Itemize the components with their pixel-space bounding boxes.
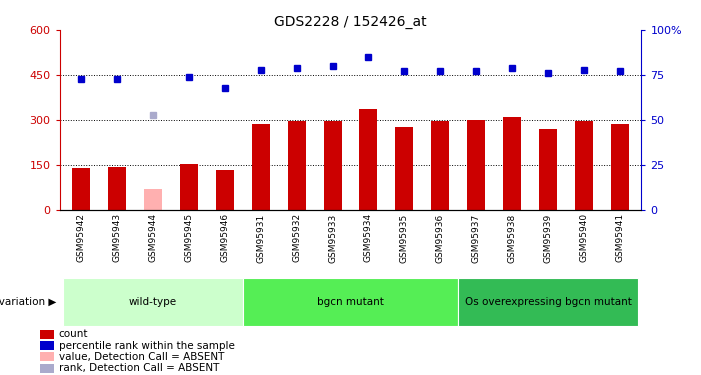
Text: GSM95937: GSM95937 — [472, 213, 481, 262]
Bar — [611, 124, 629, 210]
Bar — [287, 122, 306, 210]
Text: GSM95946: GSM95946 — [220, 213, 229, 262]
Bar — [72, 168, 90, 210]
Text: GSM95942: GSM95942 — [76, 213, 86, 262]
Text: bgcn mutant: bgcn mutant — [317, 297, 384, 307]
Bar — [395, 128, 414, 210]
Bar — [458, 278, 638, 326]
Text: GSM95939: GSM95939 — [543, 213, 552, 262]
Bar — [252, 124, 270, 210]
Bar — [40, 352, 54, 362]
Bar — [144, 189, 162, 210]
Bar — [40, 364, 54, 373]
Text: rank, Detection Call = ABSENT: rank, Detection Call = ABSENT — [59, 363, 219, 373]
Text: GSM95945: GSM95945 — [184, 213, 193, 262]
Bar — [216, 170, 233, 210]
Bar — [324, 122, 341, 210]
Text: genotype/variation ▶: genotype/variation ▶ — [0, 297, 56, 307]
Bar — [108, 166, 126, 210]
Bar — [63, 278, 243, 326]
Text: count: count — [59, 329, 88, 339]
Text: GSM95941: GSM95941 — [615, 213, 625, 262]
Text: GSM95935: GSM95935 — [400, 213, 409, 262]
Text: GSM95934: GSM95934 — [364, 213, 373, 262]
Bar — [539, 129, 557, 210]
Text: GSM95943: GSM95943 — [113, 213, 121, 262]
Text: GSM95938: GSM95938 — [508, 213, 517, 262]
Text: wild-type: wild-type — [129, 297, 177, 307]
Bar — [503, 117, 521, 210]
Title: GDS2228 / 152426_at: GDS2228 / 152426_at — [274, 15, 427, 29]
Text: percentile rank within the sample: percentile rank within the sample — [59, 340, 235, 351]
Bar — [360, 110, 377, 210]
Text: GSM95936: GSM95936 — [436, 213, 445, 262]
Bar — [575, 122, 593, 210]
Text: GSM95931: GSM95931 — [256, 213, 265, 262]
Bar — [180, 164, 198, 210]
Text: value, Detection Call = ABSENT: value, Detection Call = ABSENT — [59, 352, 224, 362]
Text: GSM95944: GSM95944 — [149, 213, 158, 262]
Bar — [243, 278, 458, 326]
Text: GSM95933: GSM95933 — [328, 213, 337, 262]
Text: GSM95932: GSM95932 — [292, 213, 301, 262]
Text: GSM95940: GSM95940 — [580, 213, 588, 262]
Bar — [40, 330, 54, 339]
Bar — [40, 341, 54, 350]
Text: Os overexpressing bgcn mutant: Os overexpressing bgcn mutant — [465, 297, 632, 307]
Bar — [431, 122, 449, 210]
Bar — [468, 120, 485, 210]
